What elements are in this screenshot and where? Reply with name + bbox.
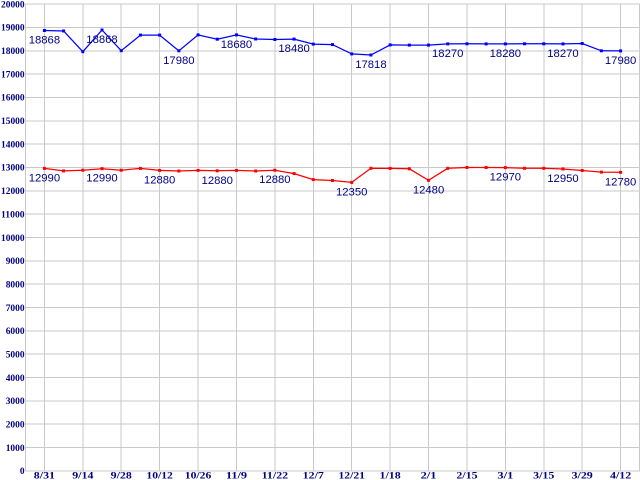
svg-text:12780: 12780	[605, 176, 636, 188]
svg-text:12880: 12880	[202, 175, 233, 187]
svg-text:11/9: 11/9	[226, 472, 248, 480]
svg-text:12000: 12000	[1, 187, 25, 197]
svg-text:2000: 2000	[6, 420, 25, 430]
svg-text:18000: 18000	[1, 47, 25, 57]
svg-text:17980: 17980	[163, 55, 194, 67]
svg-text:12950: 12950	[547, 173, 578, 185]
svg-text:20000: 20000	[1, 0, 25, 10]
svg-text:16000: 16000	[1, 94, 25, 104]
svg-text:17000: 17000	[1, 70, 25, 80]
svg-text:7000: 7000	[6, 304, 25, 314]
svg-text:18480: 18480	[278, 43, 309, 55]
svg-text:3/1: 3/1	[497, 472, 513, 480]
svg-text:5000: 5000	[6, 350, 25, 360]
svg-text:18280: 18280	[490, 48, 521, 60]
svg-text:12/7: 12/7	[303, 472, 325, 480]
svg-text:3/29: 3/29	[572, 472, 594, 480]
svg-text:18270: 18270	[432, 48, 463, 60]
svg-text:2/15: 2/15	[456, 472, 478, 480]
svg-text:14000: 14000	[1, 140, 25, 150]
svg-text:19000: 19000	[1, 24, 25, 34]
svg-text:1000: 1000	[6, 444, 25, 454]
svg-text:1/18: 1/18	[380, 472, 402, 480]
svg-text:12970: 12970	[490, 172, 521, 184]
svg-text:11000: 11000	[1, 210, 25, 220]
svg-text:4/12: 4/12	[610, 472, 632, 480]
svg-text:17980: 17980	[605, 55, 636, 67]
svg-text:18868: 18868	[29, 35, 60, 47]
svg-text:6000: 6000	[6, 327, 25, 337]
svg-text:11/22: 11/22	[262, 472, 289, 480]
svg-text:10000: 10000	[1, 234, 25, 244]
svg-text:0: 0	[20, 467, 25, 477]
svg-text:12480: 12480	[413, 184, 444, 196]
svg-text:15000: 15000	[1, 117, 25, 127]
svg-text:12880: 12880	[259, 174, 290, 186]
svg-text:18680: 18680	[221, 39, 252, 51]
svg-text:2/1: 2/1	[421, 472, 437, 480]
svg-text:3/15: 3/15	[533, 472, 555, 480]
svg-text:10/12: 10/12	[146, 472, 173, 480]
svg-text:12350: 12350	[336, 186, 367, 198]
svg-text:13000: 13000	[1, 164, 25, 174]
svg-text:17818: 17818	[355, 59, 386, 71]
svg-text:12880: 12880	[144, 174, 175, 186]
svg-text:4000: 4000	[6, 374, 25, 384]
svg-text:18270: 18270	[547, 48, 578, 60]
svg-text:12990: 12990	[29, 172, 60, 184]
svg-text:8/31: 8/31	[34, 472, 56, 480]
svg-text:8000: 8000	[6, 280, 25, 290]
svg-text:9/14: 9/14	[72, 472, 94, 480]
svg-text:12/21: 12/21	[338, 472, 365, 480]
svg-text:10/26: 10/26	[185, 472, 212, 480]
svg-text:9/28: 9/28	[111, 472, 133, 480]
svg-text:3000: 3000	[6, 397, 25, 407]
svg-text:18868: 18868	[86, 34, 117, 46]
svg-text:9000: 9000	[6, 257, 25, 267]
svg-text:12990: 12990	[86, 173, 117, 185]
